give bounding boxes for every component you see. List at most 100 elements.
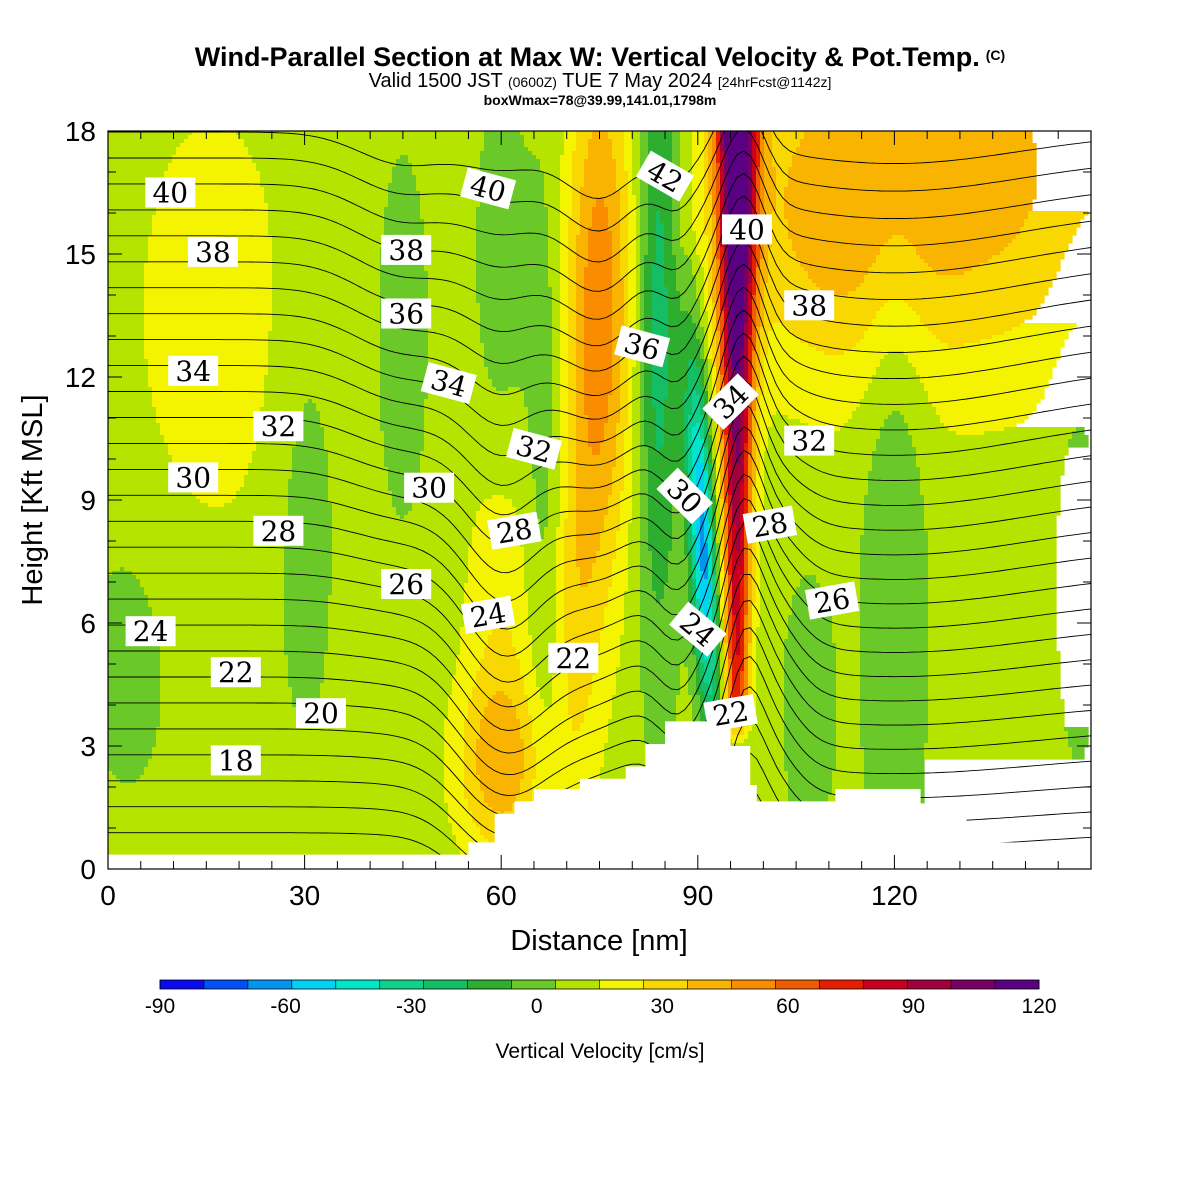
w-cell [764, 375, 873, 380]
w-cell [672, 211, 681, 216]
w-cell [924, 259, 989, 264]
w-cell [700, 547, 709, 552]
w-cell [712, 571, 717, 576]
w-cell [632, 187, 641, 192]
w-cell [752, 463, 757, 468]
w-cell [644, 435, 657, 440]
w-cell [712, 455, 717, 460]
w-cell [776, 171, 789, 176]
w-cell [712, 467, 717, 472]
w-cell [720, 435, 725, 440]
w-cell [708, 383, 713, 388]
w-cell [568, 419, 577, 424]
w-cell [748, 659, 753, 664]
w-cell [620, 663, 641, 668]
w-cell [648, 463, 685, 468]
w-cell [652, 331, 669, 336]
w-cell [872, 379, 921, 384]
w-cell [532, 639, 557, 644]
w-cell [680, 231, 697, 236]
w-cell [732, 419, 741, 424]
w-cell [620, 271, 629, 276]
w-cell [748, 495, 753, 500]
w-cell [752, 491, 757, 496]
w-cell [560, 307, 569, 312]
w-cell [416, 495, 493, 500]
w-cell [632, 135, 641, 140]
w-cell [796, 251, 881, 256]
w-cell [428, 335, 481, 340]
w-cell [656, 239, 665, 244]
w-cell [552, 331, 561, 336]
w-cell [748, 563, 753, 568]
w-cell [716, 279, 721, 284]
w-cell [284, 571, 333, 576]
w-cell [760, 583, 801, 588]
w-cell [756, 211, 761, 216]
w-cell [724, 259, 729, 264]
w-cell [752, 419, 757, 424]
w-cell [420, 215, 477, 220]
w-cell [860, 615, 929, 620]
w-cell [424, 399, 525, 404]
w-cell [600, 643, 621, 648]
w-cell [704, 667, 717, 672]
w-cell [708, 459, 713, 464]
w-cell [616, 183, 629, 188]
w-cell [652, 371, 669, 376]
w-cell [704, 159, 709, 164]
w-cell [700, 671, 705, 676]
w-cell [692, 191, 705, 196]
w-cell [700, 603, 709, 608]
w-cell [728, 531, 733, 536]
w-cell [556, 583, 565, 588]
w-cell [328, 491, 393, 496]
w-cell [728, 343, 733, 348]
w-cell [560, 247, 569, 252]
w-cell [612, 271, 621, 276]
w-cell [652, 299, 669, 304]
valid-time-line: Valid 1500 JST (0600Z) TUE 7 May 2024 [2… [0, 70, 1200, 93]
w-cell [480, 175, 545, 180]
w-cell [612, 147, 625, 152]
w-cell [864, 335, 937, 340]
w-cell [764, 179, 777, 184]
w-cell [428, 355, 485, 360]
w-cell [900, 411, 937, 416]
w-cell [760, 247, 765, 252]
w-cell [784, 215, 1029, 220]
w-cell [664, 419, 685, 424]
w-cell [584, 287, 613, 292]
w-cell [316, 407, 381, 412]
w-cell [544, 535, 557, 540]
w-cell [628, 255, 637, 260]
w-cell [384, 435, 425, 440]
w-cell [688, 447, 693, 452]
w-cell [752, 187, 757, 192]
w-cell [632, 479, 641, 484]
w-cell [632, 143, 641, 148]
w-cell [832, 635, 861, 640]
w-cell [756, 319, 761, 324]
w-cell [668, 359, 689, 364]
w-cell [924, 519, 1057, 524]
valid-date: TUE 7 May 2024 [562, 70, 713, 92]
w-cell [428, 311, 481, 316]
w-cell [744, 343, 749, 348]
w-cell [704, 519, 709, 524]
w-cell [696, 479, 705, 484]
w-cell [732, 599, 741, 604]
w-cell [576, 495, 609, 500]
w-cell [756, 471, 765, 476]
w-cell [640, 235, 649, 240]
w-cell [548, 251, 561, 256]
w-cell [720, 263, 725, 268]
w-cell [688, 595, 693, 600]
w-cell [716, 671, 721, 676]
w-cell [284, 611, 329, 616]
w-cell [704, 443, 709, 448]
w-cell [628, 363, 637, 368]
w-cell [172, 459, 253, 464]
w-cell [928, 675, 1061, 680]
w-cell [560, 355, 569, 360]
